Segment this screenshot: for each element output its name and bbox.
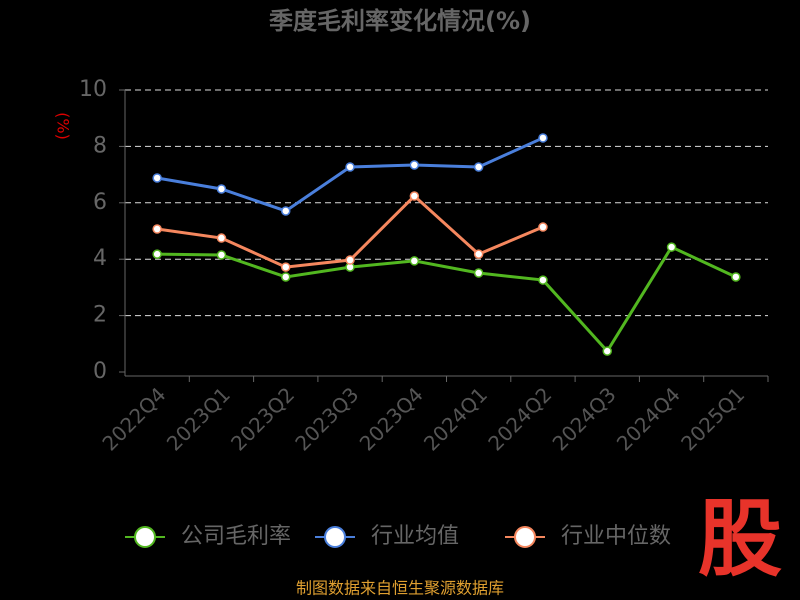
legend-marker [324,526,346,548]
data-point [666,242,677,252]
data-point [409,191,420,201]
legend-marker [514,526,536,548]
y-axis-label: (%) [54,112,73,140]
data-point [152,224,162,234]
data-point [152,173,162,183]
y-tick-label: 10 [79,77,107,102]
data-point [473,268,484,278]
data-point [538,133,548,143]
logo: 股 [698,490,782,588]
source-note: 制图数据来自恒生聚源数据库 [296,579,504,598]
data-point [345,162,355,172]
y-tick-label: 4 [93,246,107,271]
data-point [473,162,484,172]
legend-label: 公司毛利率 [181,524,291,549]
data-point [731,272,741,282]
chart-title: 季度毛利率变化情况(%) [269,7,531,35]
legend-marker [134,526,156,548]
data-point [281,206,291,216]
y-tick-label: 8 [93,133,107,158]
series-line [157,245,737,354]
legend-label: 行业均值 [371,524,459,549]
data-point [216,184,227,194]
data-point [538,275,548,285]
data-point [409,256,420,266]
y-tick-label: 6 [93,190,107,215]
y-tick-label: 0 [93,359,107,384]
data-point [152,249,162,259]
data-point [281,272,291,282]
data-point [281,262,291,272]
data-point [345,255,355,265]
legend-label: 行业中位数 [561,524,671,549]
data-point [473,249,484,259]
data-point [216,250,227,260]
data-point [602,346,612,356]
data-point [538,222,548,232]
data-point [216,233,227,243]
y-tick-label: 2 [93,303,107,328]
data-point [409,160,420,170]
